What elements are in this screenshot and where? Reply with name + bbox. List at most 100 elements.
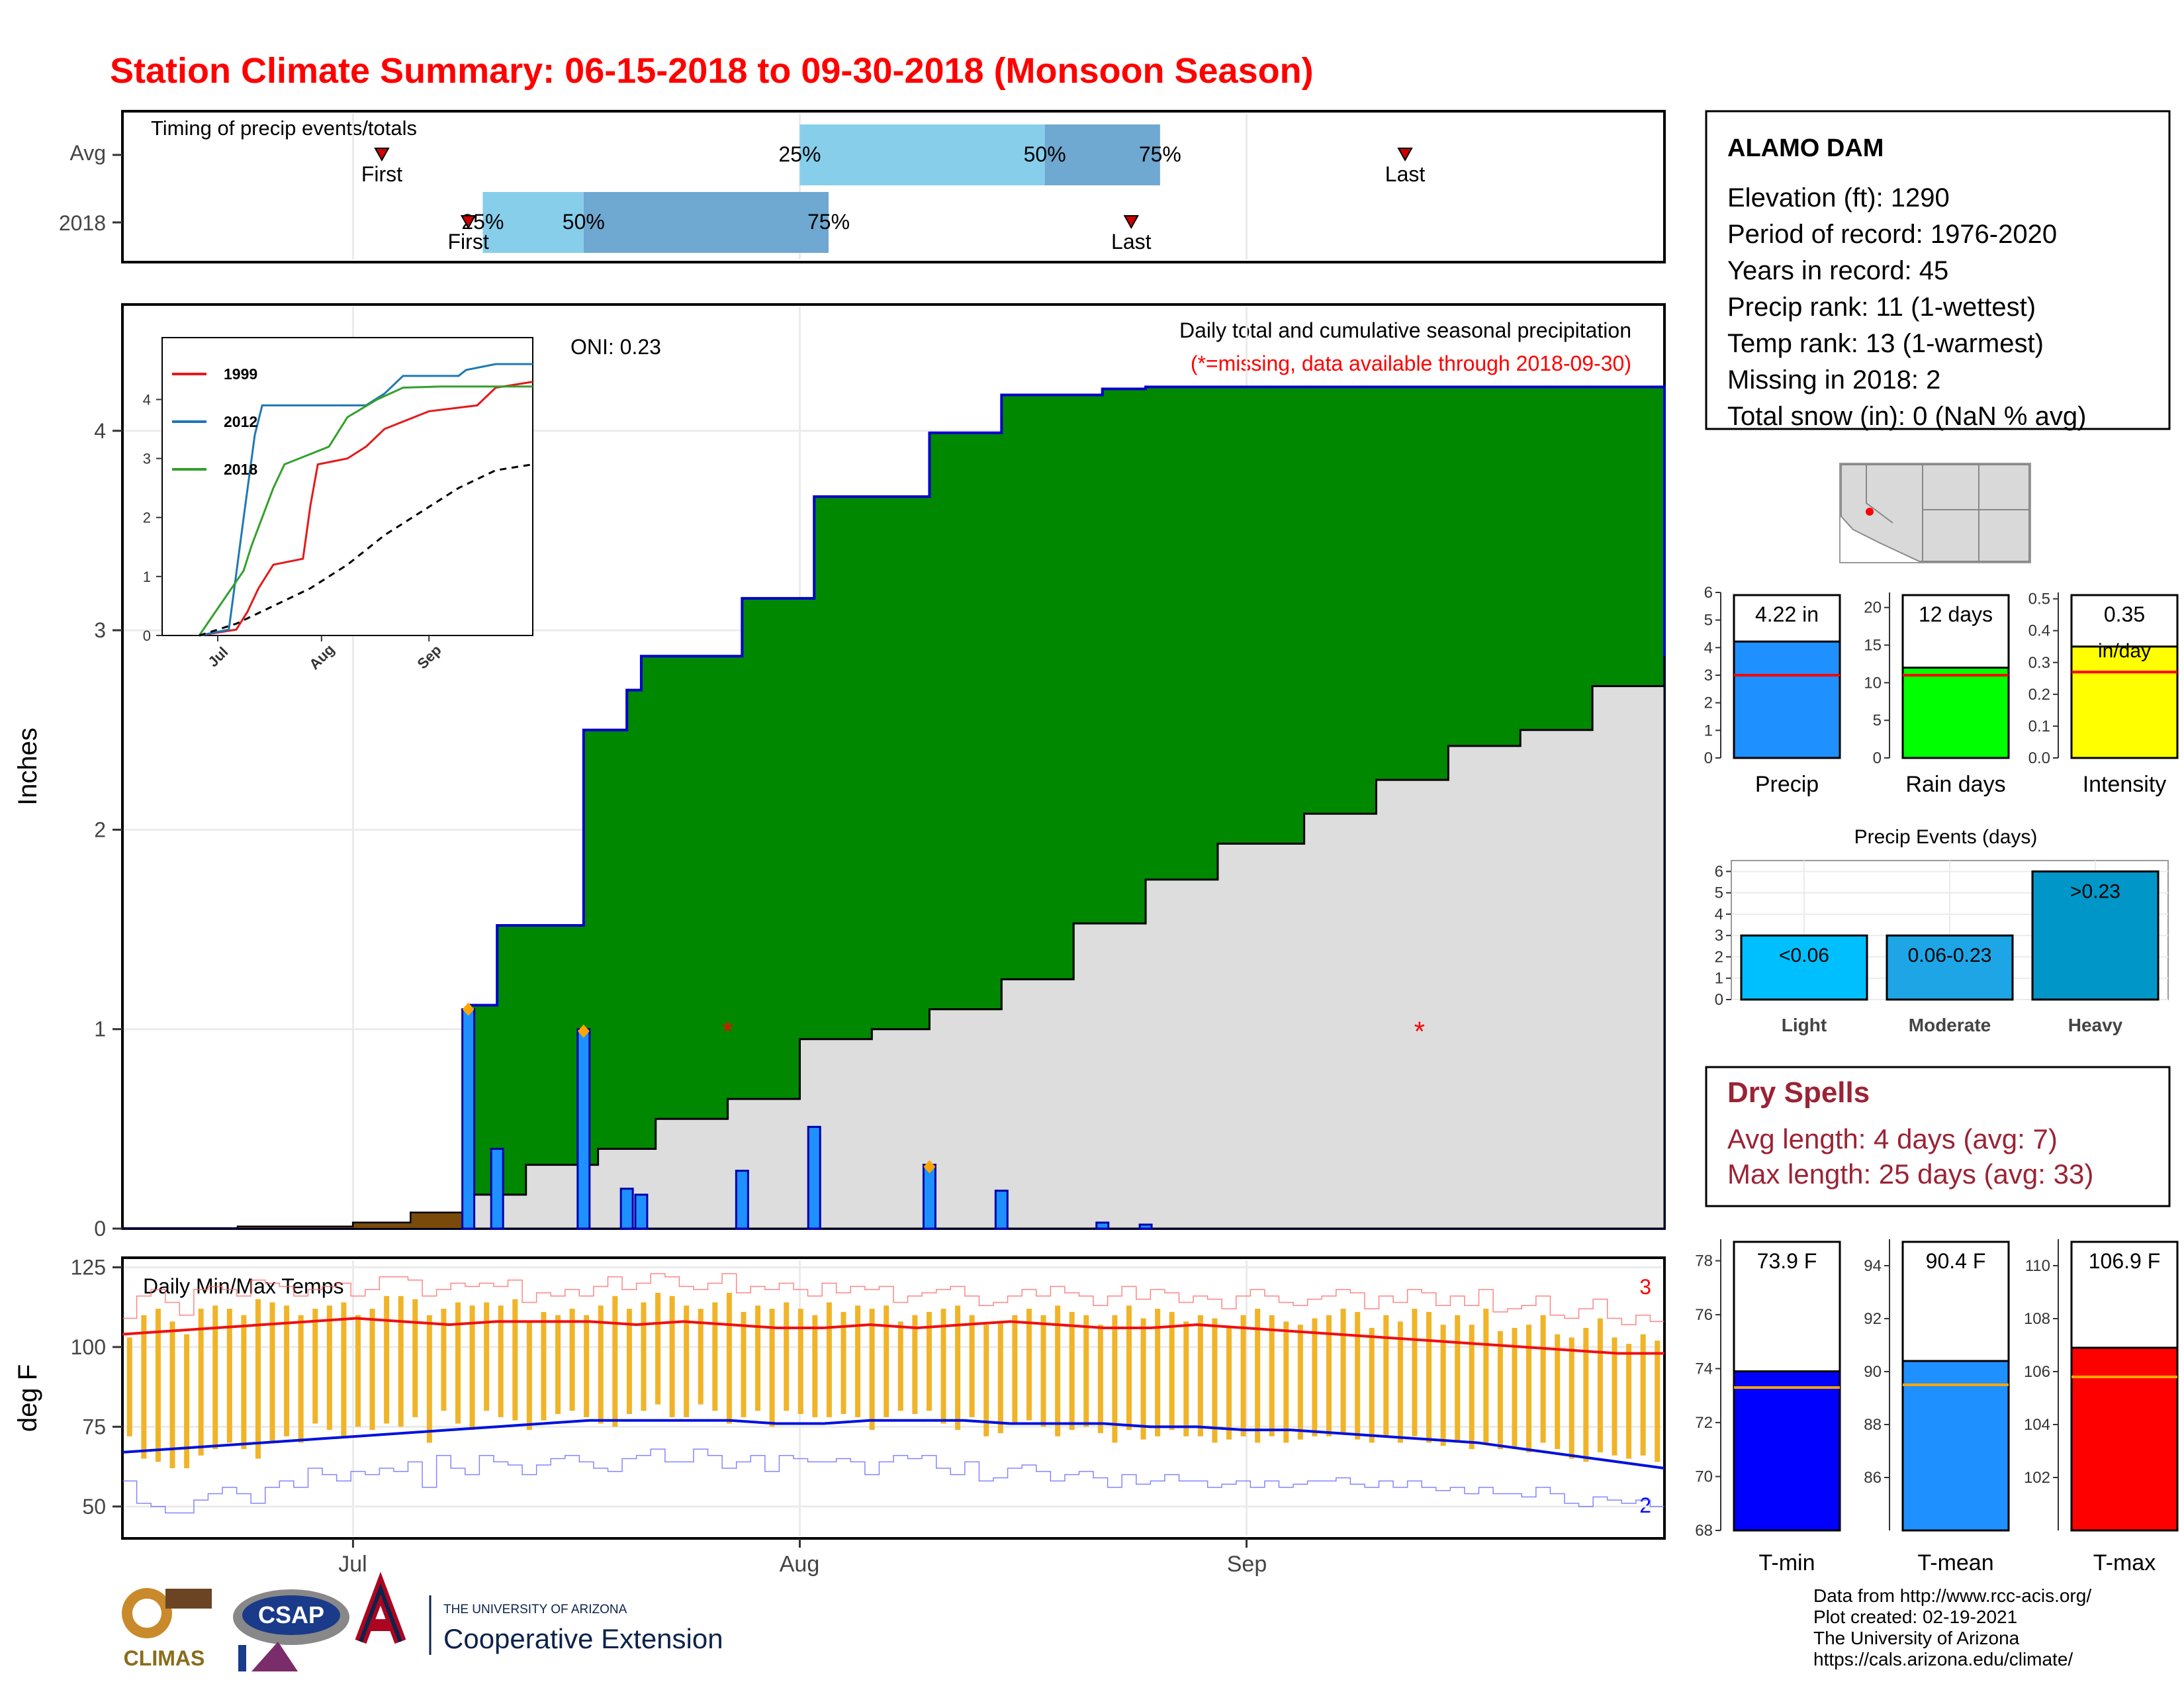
daily-temp-range-bar (655, 1293, 661, 1405)
precip-y-tick-label: 1 (94, 1017, 106, 1041)
daily-temp-range-bar (1269, 1315, 1275, 1436)
timing-label-first: First (448, 230, 489, 254)
daily-temp-range-bar (312, 1309, 318, 1424)
precip-summary-tick-label: 5 (1704, 612, 1713, 630)
daily-temp-range-bar (484, 1302, 490, 1411)
daily-precip-bar (634, 1194, 649, 1230)
daily-precip-bar (922, 1164, 936, 1230)
raindays-summary-tick-label: 15 (1864, 637, 1882, 655)
timing-label-75: 75% (1139, 142, 1181, 166)
temperature-panel: Daily Min/Max Temps deg F 3 2 50 75 100 125 (13, 1255, 1666, 1540)
daily-temp-range-bar (1040, 1315, 1046, 1427)
credit-university: The University of Arizona (1813, 1628, 2020, 1648)
temp-summary-1-axis-label: T-mean (1917, 1550, 1993, 1575)
inset-legend-label: 2012 (224, 413, 257, 430)
daily-precip-bar (807, 1125, 821, 1230)
daily-temp-range-bar (983, 1325, 989, 1436)
daily-temp-range-bar (398, 1295, 404, 1427)
daily-temp-range-bar (1169, 1311, 1175, 1430)
daily-temp-range-bar (769, 1309, 775, 1427)
daily-temp-range-bar (869, 1309, 875, 1430)
temp-summary-2-tick-label: 108 (2024, 1310, 2050, 1328)
temp-summary-2-tick-label: 102 (2024, 1469, 2050, 1487)
daily-temp-range-bar (1112, 1315, 1118, 1443)
temp-max-count: 3 (1639, 1275, 1651, 1299)
daily-temp-range-bar (584, 1315, 590, 1417)
precip-y-tick-label: 2 (94, 818, 106, 841)
daily-temp-range-bar (526, 1321, 532, 1430)
temp-summary-0-tick-label: 68 (1695, 1522, 1713, 1540)
daily-temp-range-bar (441, 1309, 447, 1411)
daily-temp-range-bar (1397, 1321, 1403, 1443)
daily-temp-range-bar (241, 1315, 247, 1450)
daily-temp-range-bar (141, 1315, 147, 1459)
daily-temp-range-bar (969, 1315, 975, 1417)
daily-temp-range-bar (1512, 1328, 1518, 1450)
csap-logo-text: CSAP (258, 1601, 324, 1628)
daily-temp-range-bar (1526, 1325, 1532, 1452)
daily-temp-range-bar (1597, 1318, 1603, 1452)
intensity-summary-bar (2070, 645, 2179, 759)
dry-spells-max: Max length: 25 days (avg: 33) (1727, 1158, 2093, 1190)
intensity-summary-tick-label: 0.4 (2028, 622, 2050, 640)
timing-label-last: Last (1111, 230, 1152, 254)
daily-temp-range-bar (712, 1302, 718, 1411)
daily-temp-range-bar (1312, 1318, 1318, 1436)
temp-y-axis-label: deg F (13, 1364, 42, 1432)
credits: Data from http://www.rcc-acis.org/ Plot … (1813, 1585, 2091, 1669)
temp-summary-0-tick-label: 78 (1695, 1252, 1713, 1270)
timing-label-25: 25% (778, 142, 821, 166)
daily-temp-range-bar (269, 1302, 275, 1443)
daily-temp-range-bar (1369, 1328, 1375, 1443)
temp-y-tick-label: 100 (71, 1335, 106, 1359)
daily-temp-range-bar (784, 1302, 790, 1411)
raindays-summary-tick-label: 5 (1873, 712, 1882, 729)
daily-temp-range-bar (1555, 1334, 1561, 1450)
average-max-temp-line (122, 1317, 1664, 1355)
timing-label-50: 50% (1024, 142, 1066, 166)
daily-precip-bar (1095, 1221, 1110, 1230)
daily-temp-range-bar (1083, 1315, 1089, 1427)
temp-y-tick-label: 125 (71, 1255, 106, 1279)
station-info-box: ALAMO DAM Elevation (ft): 1290 Period of… (1705, 110, 2171, 431)
events-y-tick-label: 3 (1715, 927, 1723, 945)
temp-summary-0-value-label: 73.9 F (1757, 1249, 1817, 1273)
daily-temp-range-bar (955, 1305, 961, 1430)
events-y-tick-label: 4 (1715, 906, 1723, 923)
events-y-tick-label: 1 (1715, 970, 1723, 988)
daily-temp-range-bar (455, 1302, 461, 1424)
precip-events-chart: Precip Events (days) 0 1 2 3 4 5 6 <0.06 Light 0.… (1715, 826, 2169, 1035)
temp-summary-0-tick-label: 70 (1695, 1468, 1713, 1486)
daily-temp-range-bar (326, 1305, 332, 1430)
inset-series-line (199, 363, 533, 637)
raindays-summary-tick-label: 10 (1864, 674, 1882, 692)
daily-temp-range-bar (1055, 1305, 1061, 1436)
daily-temp-range-bar (1583, 1328, 1589, 1462)
timing-bar-25-50 (482, 192, 584, 253)
inset-y-tick-label: 1 (143, 569, 151, 585)
temp-summary-0-bar (1733, 1370, 1841, 1532)
daily-temp-range-bar (797, 1309, 803, 1415)
raindays-summary-axis-label: Rain days (1905, 772, 2005, 797)
daily-temp-range-bar (298, 1315, 304, 1443)
daily-temp-range-bar (1455, 1315, 1461, 1443)
station-name: ALAMO DAM (1727, 134, 1884, 162)
precip-summary-tick-label: 2 (1704, 694, 1713, 712)
timing-label-50: 50% (563, 210, 605, 234)
timing-row-label-avg: Avg (69, 141, 106, 165)
credit-url: https://cals.arizona.edu/climate/ (1813, 1649, 2073, 1669)
x-tick-jul: Jul (338, 1552, 367, 1577)
daily-temp-range-bar (1540, 1315, 1546, 1443)
daily-temp-range-bar (1197, 1315, 1203, 1436)
timing-title: Timing of precip events/totals (151, 117, 417, 140)
timing-marker-last (1397, 148, 1413, 162)
daily-temp-range-bar (369, 1309, 375, 1430)
daily-temp-range-bar (1326, 1315, 1332, 1436)
x-tick-sep: Sep (1227, 1552, 1267, 1577)
precip-summary-tick-label: 4 (1704, 639, 1713, 657)
daily-temp-range-bar (155, 1309, 161, 1462)
missing-data-marker: * (1414, 1016, 1425, 1047)
temp-y-tick-label: 50 (82, 1495, 106, 1519)
daily-temp-range-bar (741, 1311, 747, 1417)
